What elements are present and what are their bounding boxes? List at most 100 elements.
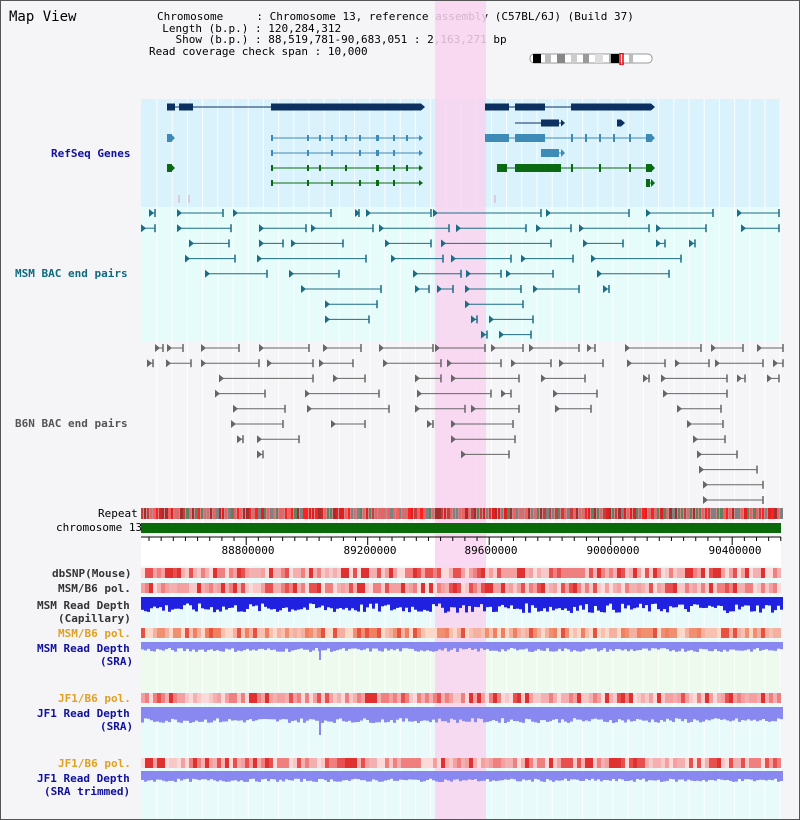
dbsnp-track-label[interactable]: dbSNP(Mouse) bbox=[52, 567, 132, 580]
msm-pol-2-cell bbox=[581, 628, 585, 638]
jf1-depth-trim-bar bbox=[282, 771, 285, 782]
msm-depth-sra-bar bbox=[336, 642, 339, 651]
msm-pol-2-cell bbox=[301, 628, 305, 638]
chromosome-ideogram[interactable] bbox=[529, 53, 655, 65]
msm-depth-sra-bar bbox=[654, 642, 657, 649]
msm-depth-cap-bar bbox=[450, 597, 453, 608]
repeat-mark bbox=[309, 508, 311, 519]
msm-pol-2-cell bbox=[641, 628, 645, 638]
msm-b6-pol-label-2[interactable]: MSM/B6 pol. bbox=[58, 627, 131, 640]
msm-depth-sra-bar bbox=[429, 642, 432, 652]
gene-13-exon bbox=[359, 180, 361, 186]
jf1-depth-sra-bar bbox=[447, 707, 450, 723]
msm-pol-2-cell bbox=[345, 628, 349, 638]
msm-depth-cap-bar bbox=[195, 597, 198, 612]
jf1-pol-2-cell bbox=[649, 758, 653, 768]
repeat-mark bbox=[147, 508, 149, 519]
msm-pol-2-cell bbox=[201, 628, 205, 638]
msm-depth-sra-bar bbox=[576, 642, 579, 652]
jf1-pol-1-cell bbox=[445, 693, 449, 703]
msm-depth-sra-bar bbox=[399, 642, 402, 652]
repeat-mark bbox=[477, 508, 479, 519]
msm-depth-sra-bar bbox=[384, 642, 387, 649]
jf1-depth-sra-bar bbox=[576, 707, 579, 720]
jf1-pol-2-cell bbox=[697, 758, 701, 768]
jf1-b6-pol-label-2[interactable]: JF1/B6 pol. bbox=[58, 757, 131, 770]
jf1-pol-2-cell bbox=[285, 758, 289, 768]
msm-bac-pairs[interactable] bbox=[141, 209, 780, 339]
jf1-pol-2-cell bbox=[541, 758, 545, 768]
msm-pol-2-cell bbox=[729, 628, 733, 638]
msm-read-depth-capillary-label[interactable]: MSM Read Depth bbox=[37, 599, 130, 612]
jf1-depth-sra-bar bbox=[603, 707, 606, 722]
msm-depth-cap-bar bbox=[396, 597, 399, 608]
jf1-pol-1-cell bbox=[689, 693, 693, 703]
b6n-bac-track-label[interactable]: B6N BAC end pairs bbox=[15, 417, 128, 430]
gene-6-exon bbox=[406, 135, 408, 141]
refseq-track-label[interactable]: RefSeq Genes bbox=[51, 147, 131, 160]
jf1-b6-pol-label-1[interactable]: JF1/B6 pol. bbox=[58, 692, 131, 705]
jf1-depth-trim-bar bbox=[576, 771, 579, 780]
msm-pair-end bbox=[289, 269, 294, 278]
msm-read-depth-sra-label[interactable]: MSM Read Depth bbox=[37, 642, 130, 655]
msm-pol-1-cell bbox=[201, 583, 205, 593]
jf1-pol-2-cell bbox=[733, 758, 737, 768]
repeat-track-label[interactable]: Repeat bbox=[98, 507, 138, 520]
dbsnp-cell bbox=[613, 568, 617, 578]
msm-depth-cap-bar bbox=[165, 597, 168, 606]
jf1-depth-trim-bar bbox=[327, 771, 330, 782]
jf1-pol-1-cell bbox=[737, 693, 741, 703]
chromosome-bar[interactable] bbox=[141, 523, 781, 533]
msm-pol-2-cell bbox=[521, 628, 525, 638]
jf1-pol-2-cell bbox=[709, 758, 713, 768]
jf1-read-depth-trimmed-label[interactable]: JF1 Read Depth bbox=[37, 772, 130, 785]
b6n-pair-end bbox=[663, 389, 668, 398]
msm-depth-cap-bar bbox=[441, 597, 444, 608]
msm-depth-sra-bar bbox=[141, 642, 144, 650]
repeat-mark bbox=[468, 508, 470, 519]
msm-depth-sra-bar bbox=[471, 642, 474, 650]
msm-pol-2-cell bbox=[217, 628, 221, 638]
msm-depth-cap-bar bbox=[438, 597, 441, 604]
refseq-genes[interactable] bbox=[167, 103, 655, 204]
msm-b6-pol-label-1[interactable]: MSM/B6 pol. bbox=[58, 582, 131, 595]
jf1-read-depth-sra-label[interactable]: JF1 Read Depth bbox=[37, 707, 130, 720]
jf1-depth-sra-bar bbox=[498, 707, 501, 723]
dbsnp-cell bbox=[753, 568, 757, 578]
jf1-pol-2-cell bbox=[753, 758, 757, 768]
repeat-mark bbox=[603, 508, 606, 519]
jf1-pol-1-cell bbox=[413, 693, 417, 703]
msm-depth-sra-bar bbox=[486, 642, 489, 649]
b6n-bac-pairs[interactable] bbox=[147, 344, 784, 504]
jf1-depth-sra-bar bbox=[624, 707, 627, 723]
b6n-pair-end bbox=[471, 404, 476, 413]
msm-depth-cap-bar bbox=[366, 597, 369, 608]
repeat-mark bbox=[219, 508, 221, 519]
jf1-pol-2-cell bbox=[617, 758, 621, 768]
jf1-depth-trim-bar bbox=[144, 771, 147, 782]
msm-pol-1-cell bbox=[725, 583, 729, 593]
msm-bac-track-label[interactable]: MSM BAC end pairs bbox=[15, 267, 128, 280]
jf1-depth-trim-bar bbox=[477, 771, 480, 782]
msm-pol-2-cell bbox=[621, 628, 625, 638]
jf1-pol-2-cell bbox=[233, 758, 237, 768]
msm-pol-2-cell bbox=[553, 628, 557, 638]
b6n-pair-end bbox=[257, 435, 262, 444]
msm-depth-sra-bar bbox=[549, 642, 552, 652]
jf1-depth-sra-bar bbox=[327, 707, 330, 722]
jf1-depth-sra-bar bbox=[162, 707, 165, 723]
jf1-pol-1-cell bbox=[549, 693, 553, 703]
repeat-mark bbox=[777, 508, 779, 519]
msm-depth-sra-bar bbox=[597, 642, 600, 652]
repeat-mark bbox=[318, 508, 321, 519]
jf1-pol-1-cell bbox=[321, 693, 325, 703]
dbsnp-cell bbox=[309, 568, 313, 578]
msm-depth-cap-bar bbox=[384, 597, 387, 606]
msm-pol-2-cell bbox=[561, 628, 565, 638]
msm-depth-sra-bar bbox=[630, 642, 633, 650]
jf1-depth-trim-bar bbox=[675, 771, 678, 782]
jf1-depth-trim-bar bbox=[669, 771, 672, 779]
jf1-depth-trim-bar bbox=[162, 771, 165, 781]
chromosome-track-label[interactable]: chromosome 13 bbox=[56, 521, 143, 534]
highlight-region[interactable] bbox=[435, 1, 486, 819]
